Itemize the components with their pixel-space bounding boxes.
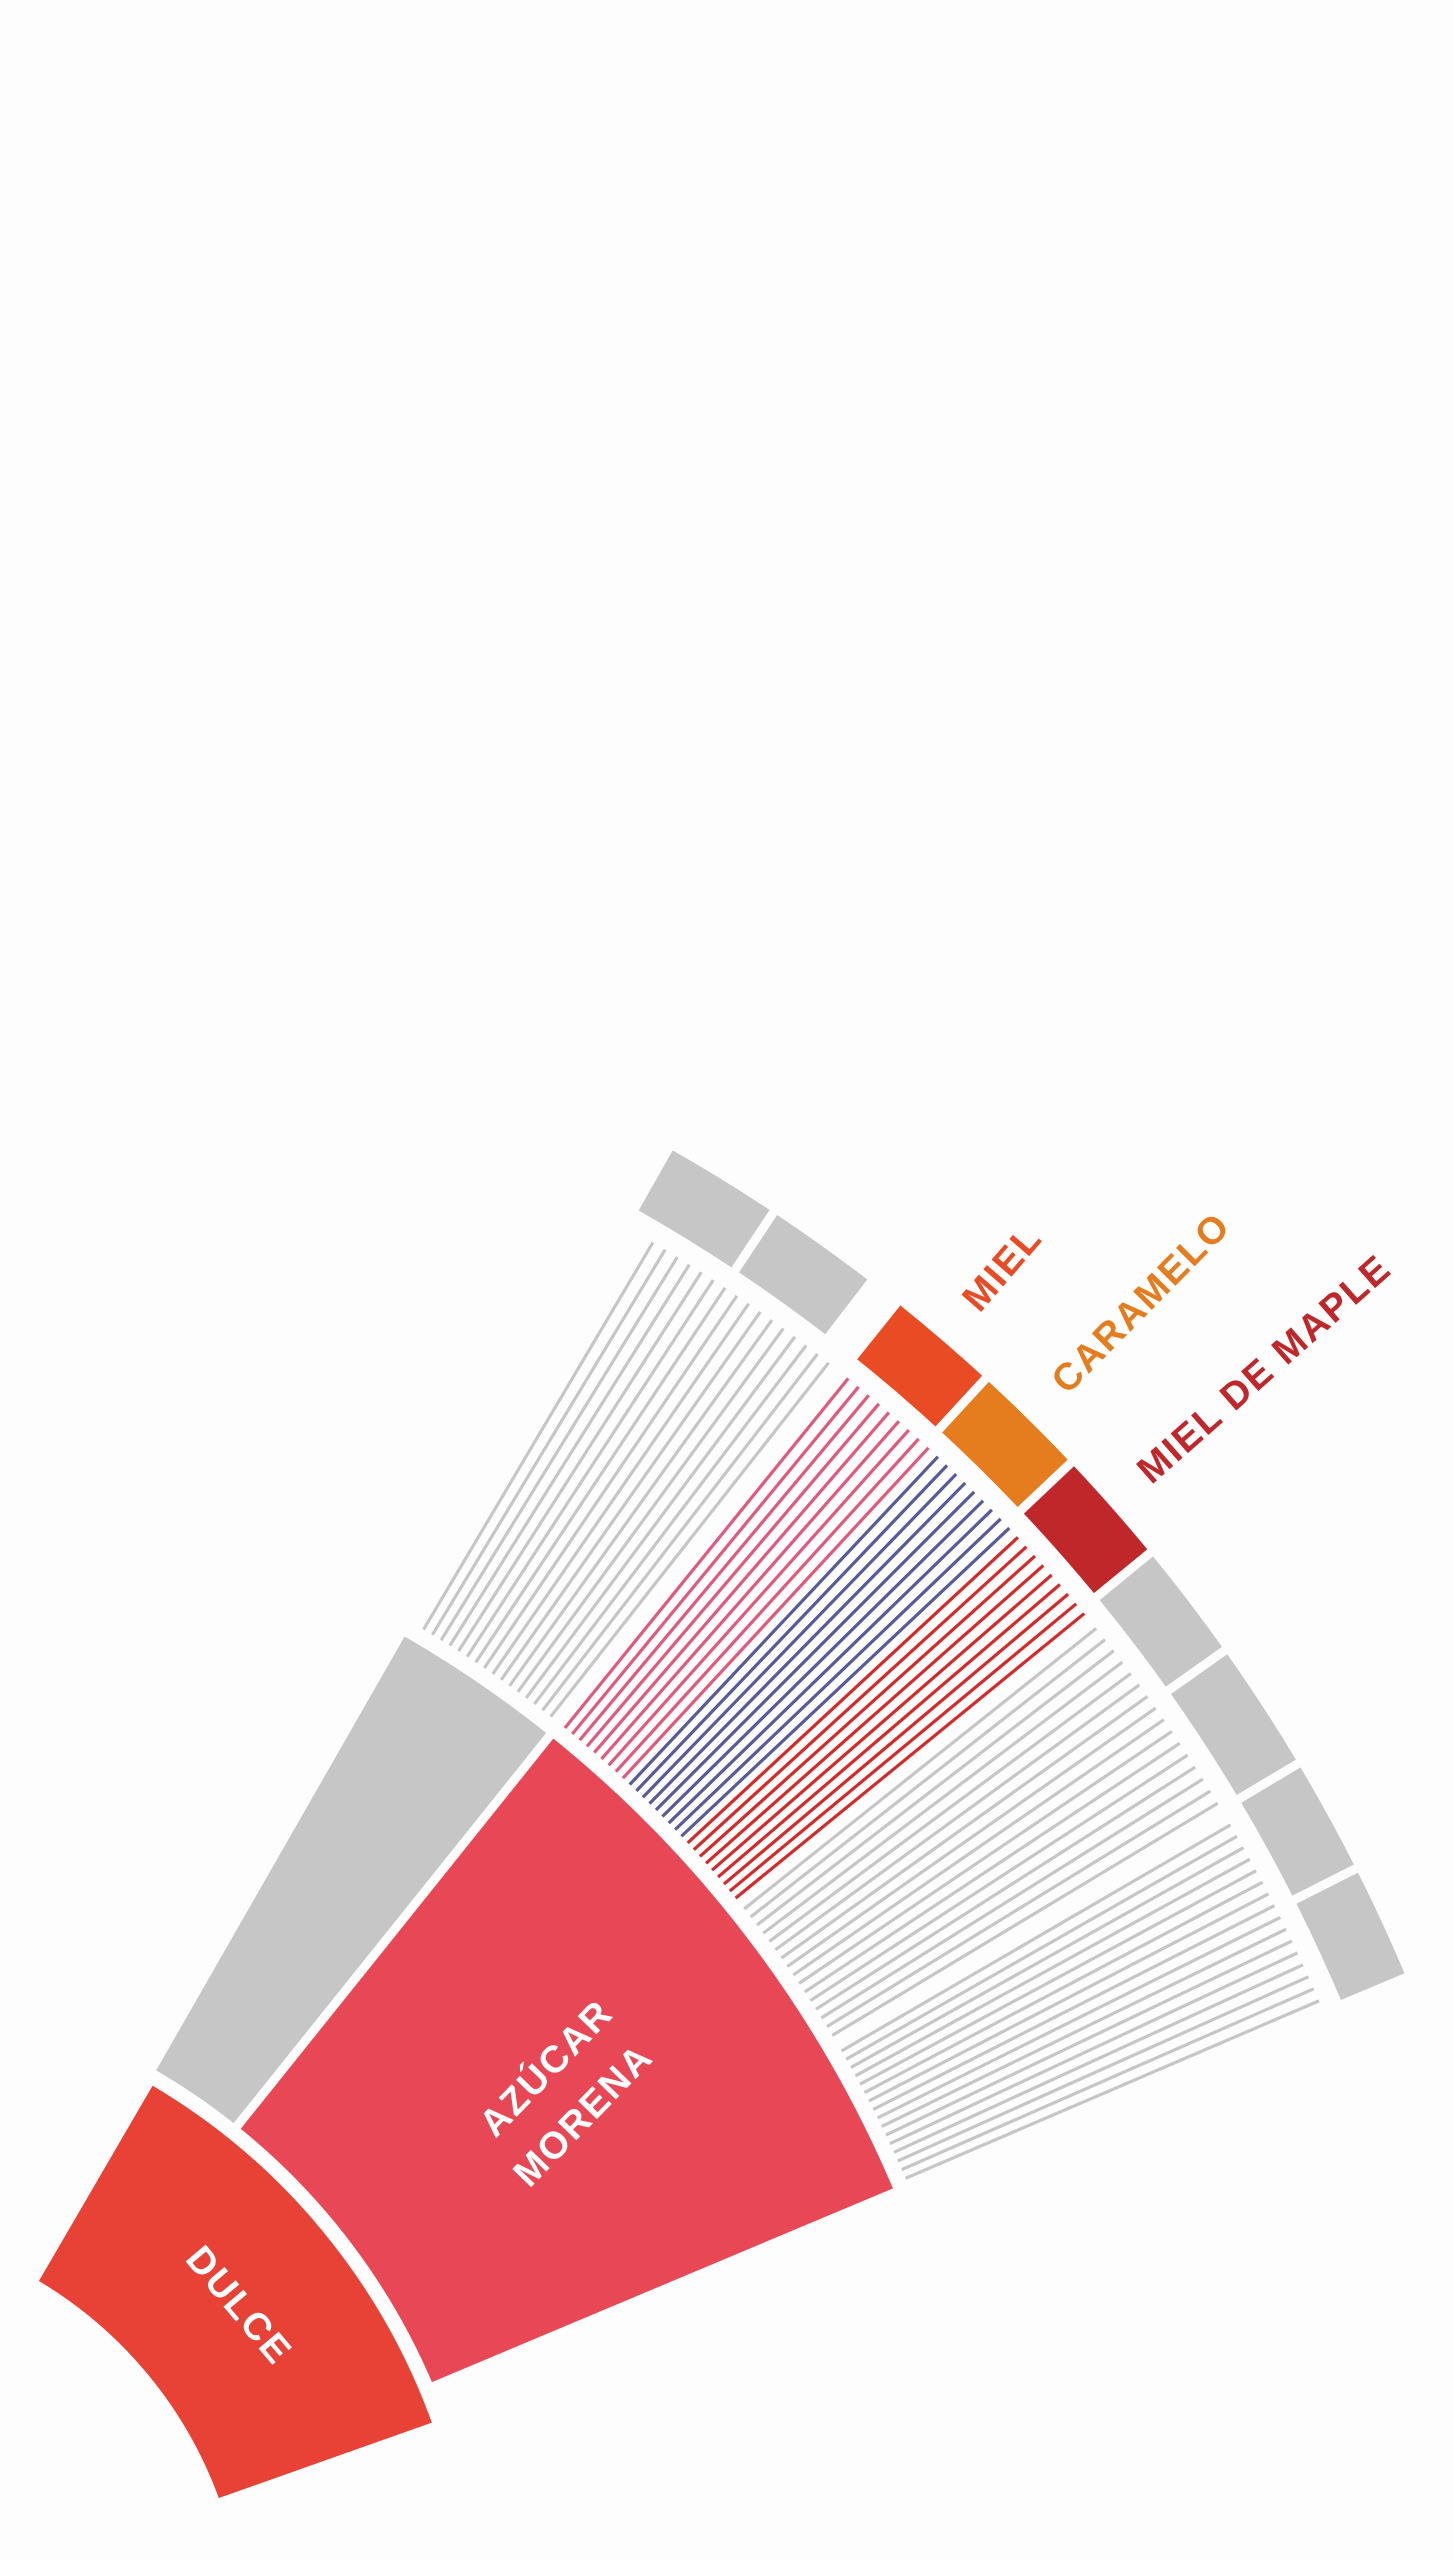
blue-line <box>648 1481 967 1805</box>
gray-line <box>465 1279 715 1658</box>
pink-line <box>578 1394 870 1742</box>
miel-label: MIEL <box>955 1217 1051 1319</box>
wheel-shapes <box>26 1138 1417 2510</box>
gray-line <box>904 1999 1320 2180</box>
gray-box <box>726 1202 880 1347</box>
red-line <box>704 1564 1045 1865</box>
blue-line <box>628 1455 940 1786</box>
gray-line <box>893 1963 1304 2154</box>
gray-line <box>422 1241 655 1631</box>
azucar-morena-segment <box>228 1725 905 2394</box>
gray-line <box>863 1880 1264 2094</box>
gray-line <box>792 1718 1165 1977</box>
miel-de-maple-box <box>1011 1453 1160 1606</box>
gray-line <box>840 1823 1232 2053</box>
blue-line <box>641 1472 958 1799</box>
gray-line <box>448 1263 691 1647</box>
gray-box <box>1087 1543 1235 1700</box>
red-line <box>728 1602 1078 1893</box>
gray-line <box>897 1975 1310 2163</box>
blue-line <box>667 1508 994 1825</box>
gray-line <box>541 1353 819 1712</box>
gray-line <box>457 1271 703 1653</box>
gray-line <box>430 1248 667 1636</box>
gray-segment <box>143 1624 559 2136</box>
gray-line <box>798 1730 1173 1985</box>
red-line <box>710 1573 1053 1872</box>
gray-line <box>749 1638 1106 1919</box>
gray-line <box>803 1741 1181 1994</box>
pink-line <box>593 1411 891 1754</box>
pink-line <box>621 1446 930 1780</box>
gray-box <box>1284 1860 1417 2012</box>
blue-line <box>674 1517 1002 1831</box>
gray-line <box>762 1660 1124 1935</box>
red-line <box>716 1583 1061 1879</box>
caramelo-box <box>929 1369 1081 1520</box>
gray-line <box>845 1834 1238 2061</box>
gray-line <box>859 1869 1257 2086</box>
gray-line <box>491 1302 750 1675</box>
dulce-segment <box>26 2073 444 2510</box>
gray-line <box>516 1327 785 1693</box>
miel-box <box>844 1292 995 1440</box>
caramelo-label: CARAMELO <box>1044 1205 1239 1402</box>
gray-line <box>872 1904 1276 2111</box>
red-line <box>722 1592 1070 1886</box>
pink-line <box>585 1402 881 1748</box>
pink-line <box>571 1385 860 1736</box>
gray-line <box>901 1987 1315 2172</box>
gray-line <box>768 1672 1132 1943</box>
gray-line <box>508 1319 774 1687</box>
gray-box <box>626 1138 783 1280</box>
gray-line <box>499 1310 762 1681</box>
gray-line <box>885 1939 1293 2137</box>
blue-line <box>654 1490 976 1812</box>
red-line <box>698 1554 1037 1858</box>
gray-line <box>850 1846 1245 2069</box>
gray-line <box>474 1286 727 1664</box>
blue-line <box>680 1526 1011 1838</box>
red-line <box>692 1545 1028 1851</box>
blue-line <box>661 1499 985 1818</box>
gray-line <box>533 1344 808 1706</box>
gray-line <box>868 1892 1270 2103</box>
gray-box <box>1158 1641 1309 1808</box>
gray-line <box>826 1789 1212 2028</box>
pink-line <box>563 1377 850 1729</box>
blue-line <box>635 1464 949 1792</box>
gray-line <box>809 1753 1189 2002</box>
pink-line <box>600 1420 901 1760</box>
gray-line <box>780 1695 1149 1960</box>
gray-line <box>482 1294 739 1670</box>
gray-line <box>889 1951 1299 2146</box>
gray-line <box>439 1256 679 1642</box>
red-line <box>734 1612 1086 1900</box>
pink-line <box>614 1437 920 1773</box>
gray-line <box>743 1627 1098 1911</box>
gray-line <box>876 1915 1282 2120</box>
gray-line <box>815 1765 1197 2011</box>
gray-line <box>524 1335 797 1699</box>
gray-line <box>831 1801 1219 2037</box>
gray-line <box>881 1927 1287 2128</box>
gray-line <box>755 1649 1115 1927</box>
gray-line <box>820 1777 1204 2020</box>
gray-box <box>1228 1755 1367 1908</box>
gray-line <box>854 1857 1251 2078</box>
gray-line <box>549 1361 830 1718</box>
gray-line <box>786 1706 1157 1968</box>
red-line <box>686 1536 1020 1845</box>
pink-line <box>607 1428 911 1767</box>
gray-line <box>774 1683 1141 1952</box>
